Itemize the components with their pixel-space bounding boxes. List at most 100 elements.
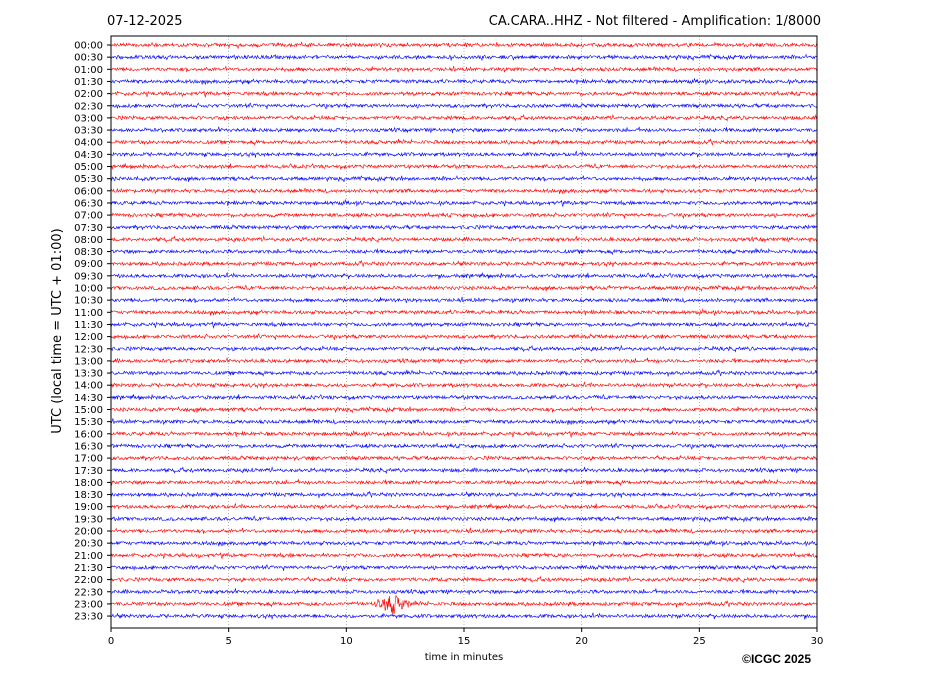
trace-row-2000 — [110, 527, 818, 535]
trace-row-2200 — [110, 575, 818, 584]
row-time-label: 05:00 — [74, 162, 103, 173]
trace-row-0900 — [110, 259, 818, 268]
row-time-label: 05:30 — [74, 174, 103, 185]
trace-row-2300 — [110, 595, 818, 615]
row-time-label: 01:00 — [74, 65, 103, 76]
row-time-label: 03:30 — [74, 126, 103, 137]
row-time-label: 16:00 — [74, 429, 103, 440]
row-time-label: 13:30 — [74, 369, 103, 380]
trace-row-2100 — [110, 552, 818, 560]
row-time-label: 02:00 — [74, 89, 103, 100]
trace-row-0000 — [110, 41, 818, 50]
row-time-label: 15:00 — [74, 405, 103, 416]
trace-row-1300 — [110, 357, 818, 365]
copyright-label: ©ICGC 2025 — [742, 652, 811, 666]
trace-row-1400 — [110, 381, 818, 389]
row-time-label: 09:00 — [74, 259, 103, 270]
row-time-label: 04:30 — [74, 150, 103, 161]
row-time-label: 07:30 — [74, 223, 103, 234]
plot-frame — [110, 35, 818, 629]
row-time-label: 01:30 — [74, 77, 103, 88]
trace-row-0530 — [110, 175, 818, 183]
row-time-label: 11:00 — [74, 308, 103, 319]
x-tick-label: 15 — [458, 636, 471, 647]
trace-row-1200 — [110, 333, 818, 341]
trace-row-0300 — [110, 113, 818, 122]
trace-row-2330 — [110, 612, 818, 620]
row-time-label: 18:00 — [74, 478, 103, 489]
row-time-label: 13:00 — [74, 356, 103, 367]
row-time-label: 09:30 — [74, 271, 103, 282]
row-time-label: 19:30 — [74, 514, 103, 525]
trace-rows — [110, 41, 818, 620]
x-tick-label: 0 — [108, 636, 114, 647]
trace-row-0100 — [110, 65, 818, 73]
trace-row-0800 — [110, 235, 818, 244]
trace-row-2130 — [110, 564, 818, 571]
x-tick-label: 30 — [811, 636, 824, 647]
trace-row-1900 — [110, 502, 818, 511]
row-time-label: 06:30 — [74, 198, 103, 209]
row-time-label: 21:30 — [74, 563, 103, 574]
trace-row-1930 — [110, 515, 818, 523]
row-time-label: 20:00 — [74, 527, 103, 538]
row-time-label: 23:00 — [74, 599, 103, 610]
row-time-label: 00:30 — [74, 53, 103, 64]
x-tick-label: 5 — [225, 636, 231, 647]
date-label: 07-12-2025 — [107, 14, 183, 29]
row-time-label: 06:00 — [74, 186, 103, 197]
trace-row-1730 — [110, 466, 818, 475]
trace-row-0700 — [110, 211, 818, 219]
row-time-label: 10:30 — [74, 296, 103, 307]
trace-row-1030 — [110, 296, 818, 304]
station-info: CA.CARA..HHZ - Not filtered - Amplificat… — [489, 14, 821, 29]
row-time-label: 17:30 — [74, 466, 103, 477]
row-time-label: 04:00 — [74, 138, 103, 149]
row-time-label: 08:30 — [74, 247, 103, 258]
trace-row-1100 — [110, 308, 818, 317]
row-time-label: 15:30 — [74, 417, 103, 428]
trace-row-1830 — [110, 490, 818, 499]
trace-row-0930 — [110, 271, 818, 280]
row-time-label: 07:00 — [74, 211, 103, 222]
trace-row-1600 — [110, 430, 818, 439]
row-time-label: 11:30 — [74, 320, 103, 331]
trace-row-0430 — [110, 150, 818, 158]
row-time-label: 14:30 — [74, 393, 103, 404]
trace-row-1800 — [110, 478, 818, 487]
x-axis-ticks: 0 5 10 15 20 25 30 — [108, 628, 824, 647]
trace-row-0630 — [110, 198, 818, 208]
x-axis-label: time in minutes — [425, 652, 504, 663]
trace-row-0830 — [110, 247, 818, 256]
row-time-label: 14:00 — [74, 381, 103, 392]
trace-row-0230 — [110, 102, 818, 110]
trace-row-0600 — [110, 187, 818, 195]
trace-row-0400 — [110, 138, 818, 146]
trace-row-0200 — [110, 90, 818, 98]
y-axis-label: UTC (local time = UTC + 01:00) — [50, 228, 65, 433]
trace-row-0130 — [110, 78, 818, 86]
trace-row-1630 — [110, 442, 818, 450]
row-time-label: 19:00 — [74, 502, 103, 513]
trace-row-1530 — [110, 418, 818, 426]
trace-row-2230 — [110, 588, 818, 596]
row-time-label: 22:30 — [74, 587, 103, 598]
trace-row-1430 — [110, 393, 818, 401]
row-time-label: 08:00 — [74, 235, 103, 246]
x-tick-label: 20 — [575, 636, 588, 647]
x-tick-label: 10 — [340, 636, 353, 647]
trace-row-0500 — [110, 162, 818, 170]
trace-row-2030 — [110, 539, 818, 548]
x-tick-label: 25 — [693, 636, 706, 647]
row-time-label: 12:30 — [74, 344, 103, 355]
trace-row-1500 — [110, 405, 818, 414]
row-time-label: 18:30 — [74, 490, 103, 501]
row-time-label: 10:00 — [74, 284, 103, 295]
row-time-label: 22:00 — [74, 575, 103, 586]
row-time-label: 16:30 — [74, 441, 103, 452]
row-time-label: 17:00 — [74, 454, 103, 465]
row-time-label: 12:00 — [74, 332, 103, 343]
trace-row-0330 — [110, 126, 818, 134]
